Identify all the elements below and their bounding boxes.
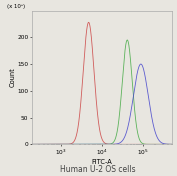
Text: (x 10³): (x 10³) [7,4,25,9]
Y-axis label: Count: Count [10,68,16,87]
Text: Human U-2 OS cells: Human U-2 OS cells [59,165,135,174]
X-axis label: FITC-A: FITC-A [91,159,112,165]
